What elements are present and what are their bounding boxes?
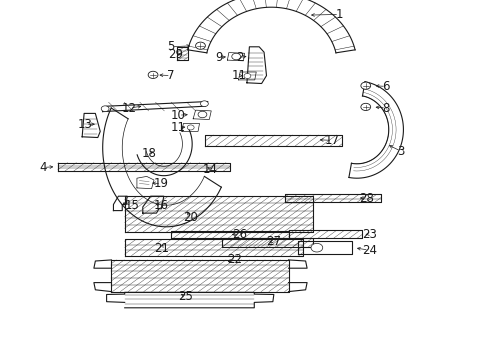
Text: 23: 23 — [361, 228, 376, 240]
Text: 13: 13 — [78, 118, 93, 131]
Text: 20: 20 — [183, 211, 198, 224]
Text: 11: 11 — [171, 121, 185, 134]
Text: 14: 14 — [203, 163, 217, 176]
Text: 6: 6 — [382, 80, 389, 93]
Text: 25: 25 — [178, 291, 193, 303]
Circle shape — [244, 73, 250, 78]
Circle shape — [200, 101, 208, 107]
Circle shape — [310, 243, 322, 252]
Circle shape — [231, 53, 240, 60]
Text: 24: 24 — [361, 244, 376, 257]
Text: 18: 18 — [142, 147, 156, 159]
Text: 29: 29 — [168, 48, 183, 60]
Text: 12: 12 — [122, 102, 137, 114]
Text: 11: 11 — [232, 69, 246, 82]
Circle shape — [198, 111, 206, 118]
Text: 4: 4 — [39, 161, 47, 174]
Text: 1: 1 — [335, 8, 343, 21]
Text: 5: 5 — [167, 40, 175, 53]
Circle shape — [187, 125, 194, 130]
Text: 21: 21 — [154, 242, 168, 255]
Text: 8: 8 — [382, 102, 389, 114]
Text: 7: 7 — [167, 69, 175, 82]
Text: 3: 3 — [396, 145, 404, 158]
Text: 10: 10 — [171, 109, 185, 122]
Circle shape — [360, 103, 370, 111]
Text: 26: 26 — [232, 228, 246, 240]
Circle shape — [360, 82, 370, 89]
Circle shape — [148, 71, 158, 78]
Text: 19: 19 — [154, 177, 168, 190]
Text: 9: 9 — [215, 51, 223, 64]
Text: 2: 2 — [235, 51, 243, 64]
Circle shape — [195, 42, 205, 49]
Circle shape — [101, 106, 109, 112]
Text: 17: 17 — [325, 134, 339, 147]
Text: 27: 27 — [266, 235, 281, 248]
Text: 15: 15 — [124, 199, 139, 212]
Text: 28: 28 — [359, 192, 373, 204]
Text: 16: 16 — [154, 199, 168, 212]
Text: 22: 22 — [227, 253, 242, 266]
